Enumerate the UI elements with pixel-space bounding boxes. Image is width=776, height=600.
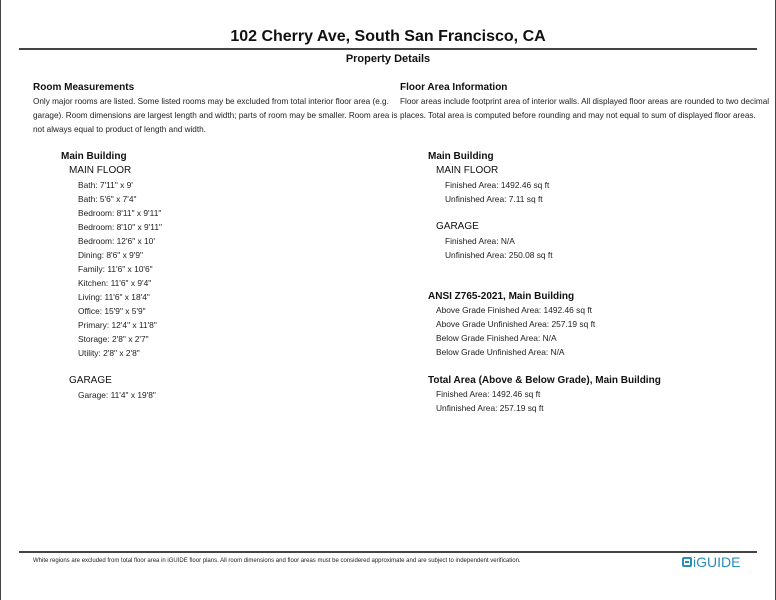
page-title: 102 Cherry Ave, South San Francisco, CA xyxy=(230,28,546,45)
total-item: Unfinished Area: 257.19 sq ft xyxy=(436,403,544,413)
room-item: Bedroom: 8'10" x 9'11" xyxy=(78,222,162,232)
total-area-heading: Total Area (Above & Below Grade), Main B… xyxy=(428,375,661,386)
area-item: Unfinished Area: 7.11 sq ft xyxy=(445,194,543,204)
header-divider xyxy=(19,48,757,50)
footer-disclaimer: White regions are excluded from total fl… xyxy=(33,558,521,564)
room-item: Utility: 2'8" x 2'8" xyxy=(78,348,140,358)
ansi-item: Below Grade Unfinished Area: N/A xyxy=(436,347,565,357)
iguide-logo: iGUIDE xyxy=(682,554,740,570)
floor-area-description: Floor areas include footprint area of in… xyxy=(400,97,770,120)
ansi-item: Below Grade Finished Area: N/A xyxy=(436,333,557,343)
page-border-left xyxy=(0,0,1,600)
floor-label: MAIN FLOOR xyxy=(436,165,499,176)
room-item: Family: 11'6" x 10'6" xyxy=(78,264,153,274)
ansi-item: Above Grade Unfinished Area: 257.19 sq f… xyxy=(436,319,596,329)
room-item: Bedroom: 12'6" x 10' xyxy=(78,236,155,246)
room-item: Office: 15'9" x 5'9" xyxy=(78,306,146,316)
room-item: Bath: 5'6" x 7'4" xyxy=(78,194,137,204)
floor-label: GARAGE xyxy=(69,375,112,386)
room-measurements-description: Only major rooms are listed. Some listed… xyxy=(33,97,398,134)
room-item: Bath: 7'11" x 9' xyxy=(78,180,133,190)
floor-label: MAIN FLOOR xyxy=(69,165,132,176)
room-item: Kitchen: 11'6" x 9'4" xyxy=(78,278,152,288)
iguide-logo-icon xyxy=(682,557,692,567)
ansi-heading: ANSI Z765-2021, Main Building xyxy=(428,291,575,302)
area-item: Finished Area: 1492.46 sq ft xyxy=(445,180,550,190)
area-item: Unfinished Area: 250.08 sq ft xyxy=(445,250,553,260)
floor-label: GARAGE xyxy=(436,221,479,232)
room-item: Dining: 8'6" x 9'9" xyxy=(78,250,144,260)
room-item: Bedroom: 8'11" x 9'11" xyxy=(78,208,162,218)
iguide-logo-text: iGUIDE xyxy=(693,554,741,570)
room-item: Storage: 2'8" x 2'7" xyxy=(78,334,149,344)
room-item: Primary: 12'4" x 11'8" xyxy=(78,320,157,330)
footer-divider xyxy=(19,551,757,553)
room-item: Garage: 11'4" x 19'8" xyxy=(78,390,156,400)
areas-building: Main Building xyxy=(428,151,494,162)
rooms-building: Main Building xyxy=(61,151,127,162)
floor-area-heading: Floor Area Information xyxy=(400,82,508,93)
ansi-item: Above Grade Finished Area: 1492.46 sq ft xyxy=(436,305,592,315)
page-subtitle: Property Details xyxy=(345,53,431,65)
area-item: Finished Area: N/A xyxy=(445,236,515,246)
room-measurements-heading: Room Measurements xyxy=(33,82,135,93)
room-item: Living: 11'6" x 18'4" xyxy=(78,292,150,302)
total-item: Finished Area: 1492.46 sq ft xyxy=(436,389,541,399)
